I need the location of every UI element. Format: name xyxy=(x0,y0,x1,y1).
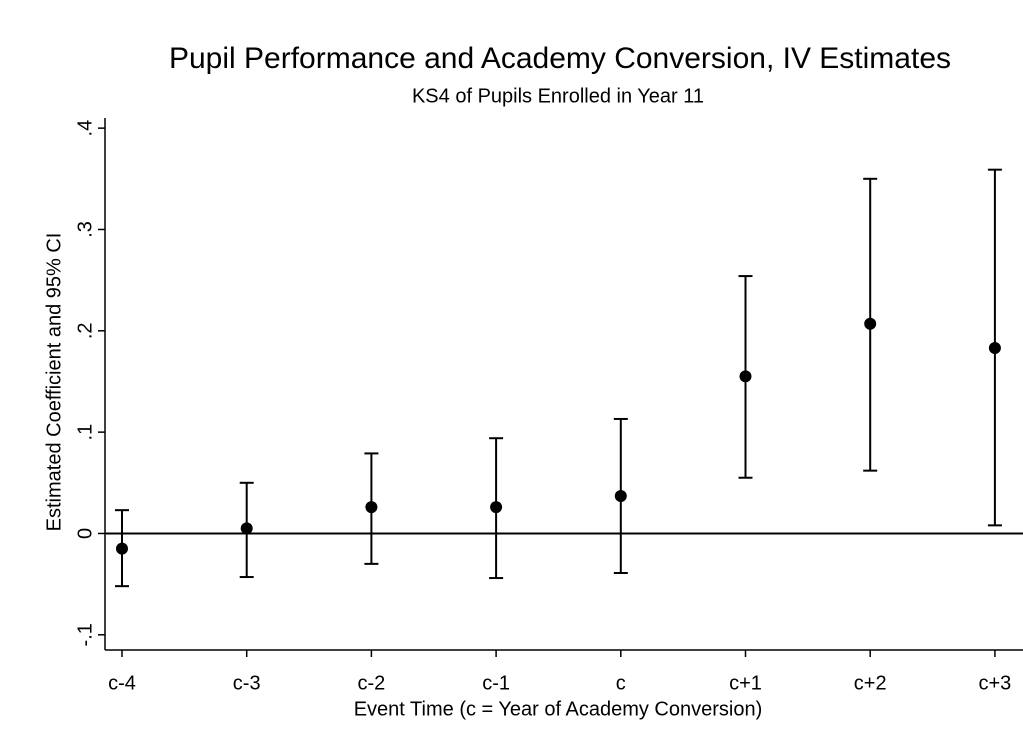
point xyxy=(365,501,378,514)
y-tick-label: -.1 xyxy=(74,623,96,646)
chart-title: Pupil Performance and Academy Conversion… xyxy=(169,42,951,75)
point xyxy=(490,501,503,514)
x-tick-label: c-4 xyxy=(108,672,136,694)
x-tick-label: c-1 xyxy=(482,672,510,694)
point xyxy=(116,542,128,555)
point xyxy=(739,370,752,383)
point xyxy=(240,522,253,535)
chart-subtitle: KS4 of Pupils Enrolled in Year 11 xyxy=(412,85,704,107)
point xyxy=(988,342,1001,355)
x-tick-label: c-3 xyxy=(233,672,261,694)
x-tick-label: c xyxy=(616,672,626,694)
point xyxy=(864,317,877,330)
y-tick-label: 0 xyxy=(74,528,96,539)
x-axis-title: Event Time (c = Year of Academy Conversi… xyxy=(354,698,763,720)
x-tick-label: c+2 xyxy=(854,672,887,694)
point xyxy=(614,489,627,502)
x-tick-label: c+1 xyxy=(729,672,762,694)
x-tick-label: c+3 xyxy=(978,672,1011,694)
y-tick-label: .2 xyxy=(74,322,96,339)
y-tick-label: .3 xyxy=(74,221,96,238)
x-tick-label: c-2 xyxy=(358,672,386,694)
y-tick-label: .1 xyxy=(74,424,96,441)
y-tick-label: .4 xyxy=(74,120,96,137)
y-axis-title: Estimated Coefficient and 95% CI xyxy=(43,233,65,532)
